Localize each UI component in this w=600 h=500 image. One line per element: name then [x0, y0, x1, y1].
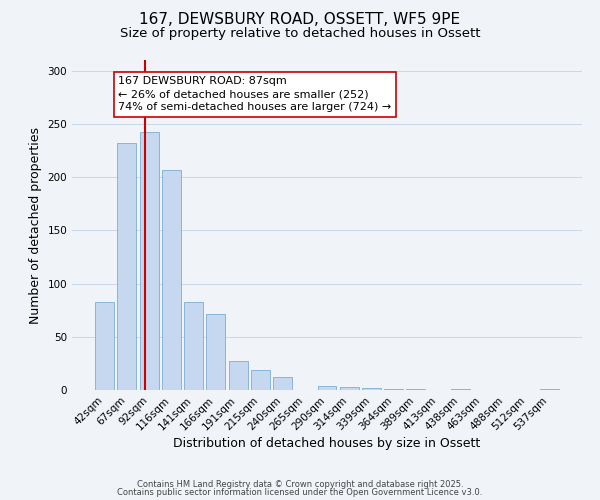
- Bar: [140, 132, 158, 390]
- Bar: [340, 387, 359, 390]
- Bar: [362, 388, 381, 390]
- Bar: [451, 389, 470, 390]
- Text: 167, DEWSBURY ROAD, OSSETT, WF5 9PE: 167, DEWSBURY ROAD, OSSETT, WF5 9PE: [139, 12, 461, 28]
- Text: Contains public sector information licensed under the Open Government Licence v3: Contains public sector information licen…: [118, 488, 482, 497]
- X-axis label: Distribution of detached houses by size in Ossett: Distribution of detached houses by size …: [173, 438, 481, 450]
- Text: 167 DEWSBURY ROAD: 87sqm
← 26% of detached houses are smaller (252)
74% of semi-: 167 DEWSBURY ROAD: 87sqm ← 26% of detach…: [118, 76, 391, 112]
- Text: Contains HM Land Registry data © Crown copyright and database right 2025.: Contains HM Land Registry data © Crown c…: [137, 480, 463, 489]
- Y-axis label: Number of detached properties: Number of detached properties: [29, 126, 42, 324]
- Bar: [229, 362, 248, 390]
- Bar: [251, 370, 270, 390]
- Bar: [206, 314, 225, 390]
- Bar: [273, 377, 292, 390]
- Text: Size of property relative to detached houses in Ossett: Size of property relative to detached ho…: [120, 28, 480, 40]
- Bar: [118, 143, 136, 390]
- Bar: [540, 389, 559, 390]
- Bar: [184, 302, 203, 390]
- Bar: [162, 170, 181, 390]
- Bar: [384, 389, 403, 390]
- Bar: [95, 302, 114, 390]
- Bar: [406, 389, 425, 390]
- Bar: [317, 386, 337, 390]
